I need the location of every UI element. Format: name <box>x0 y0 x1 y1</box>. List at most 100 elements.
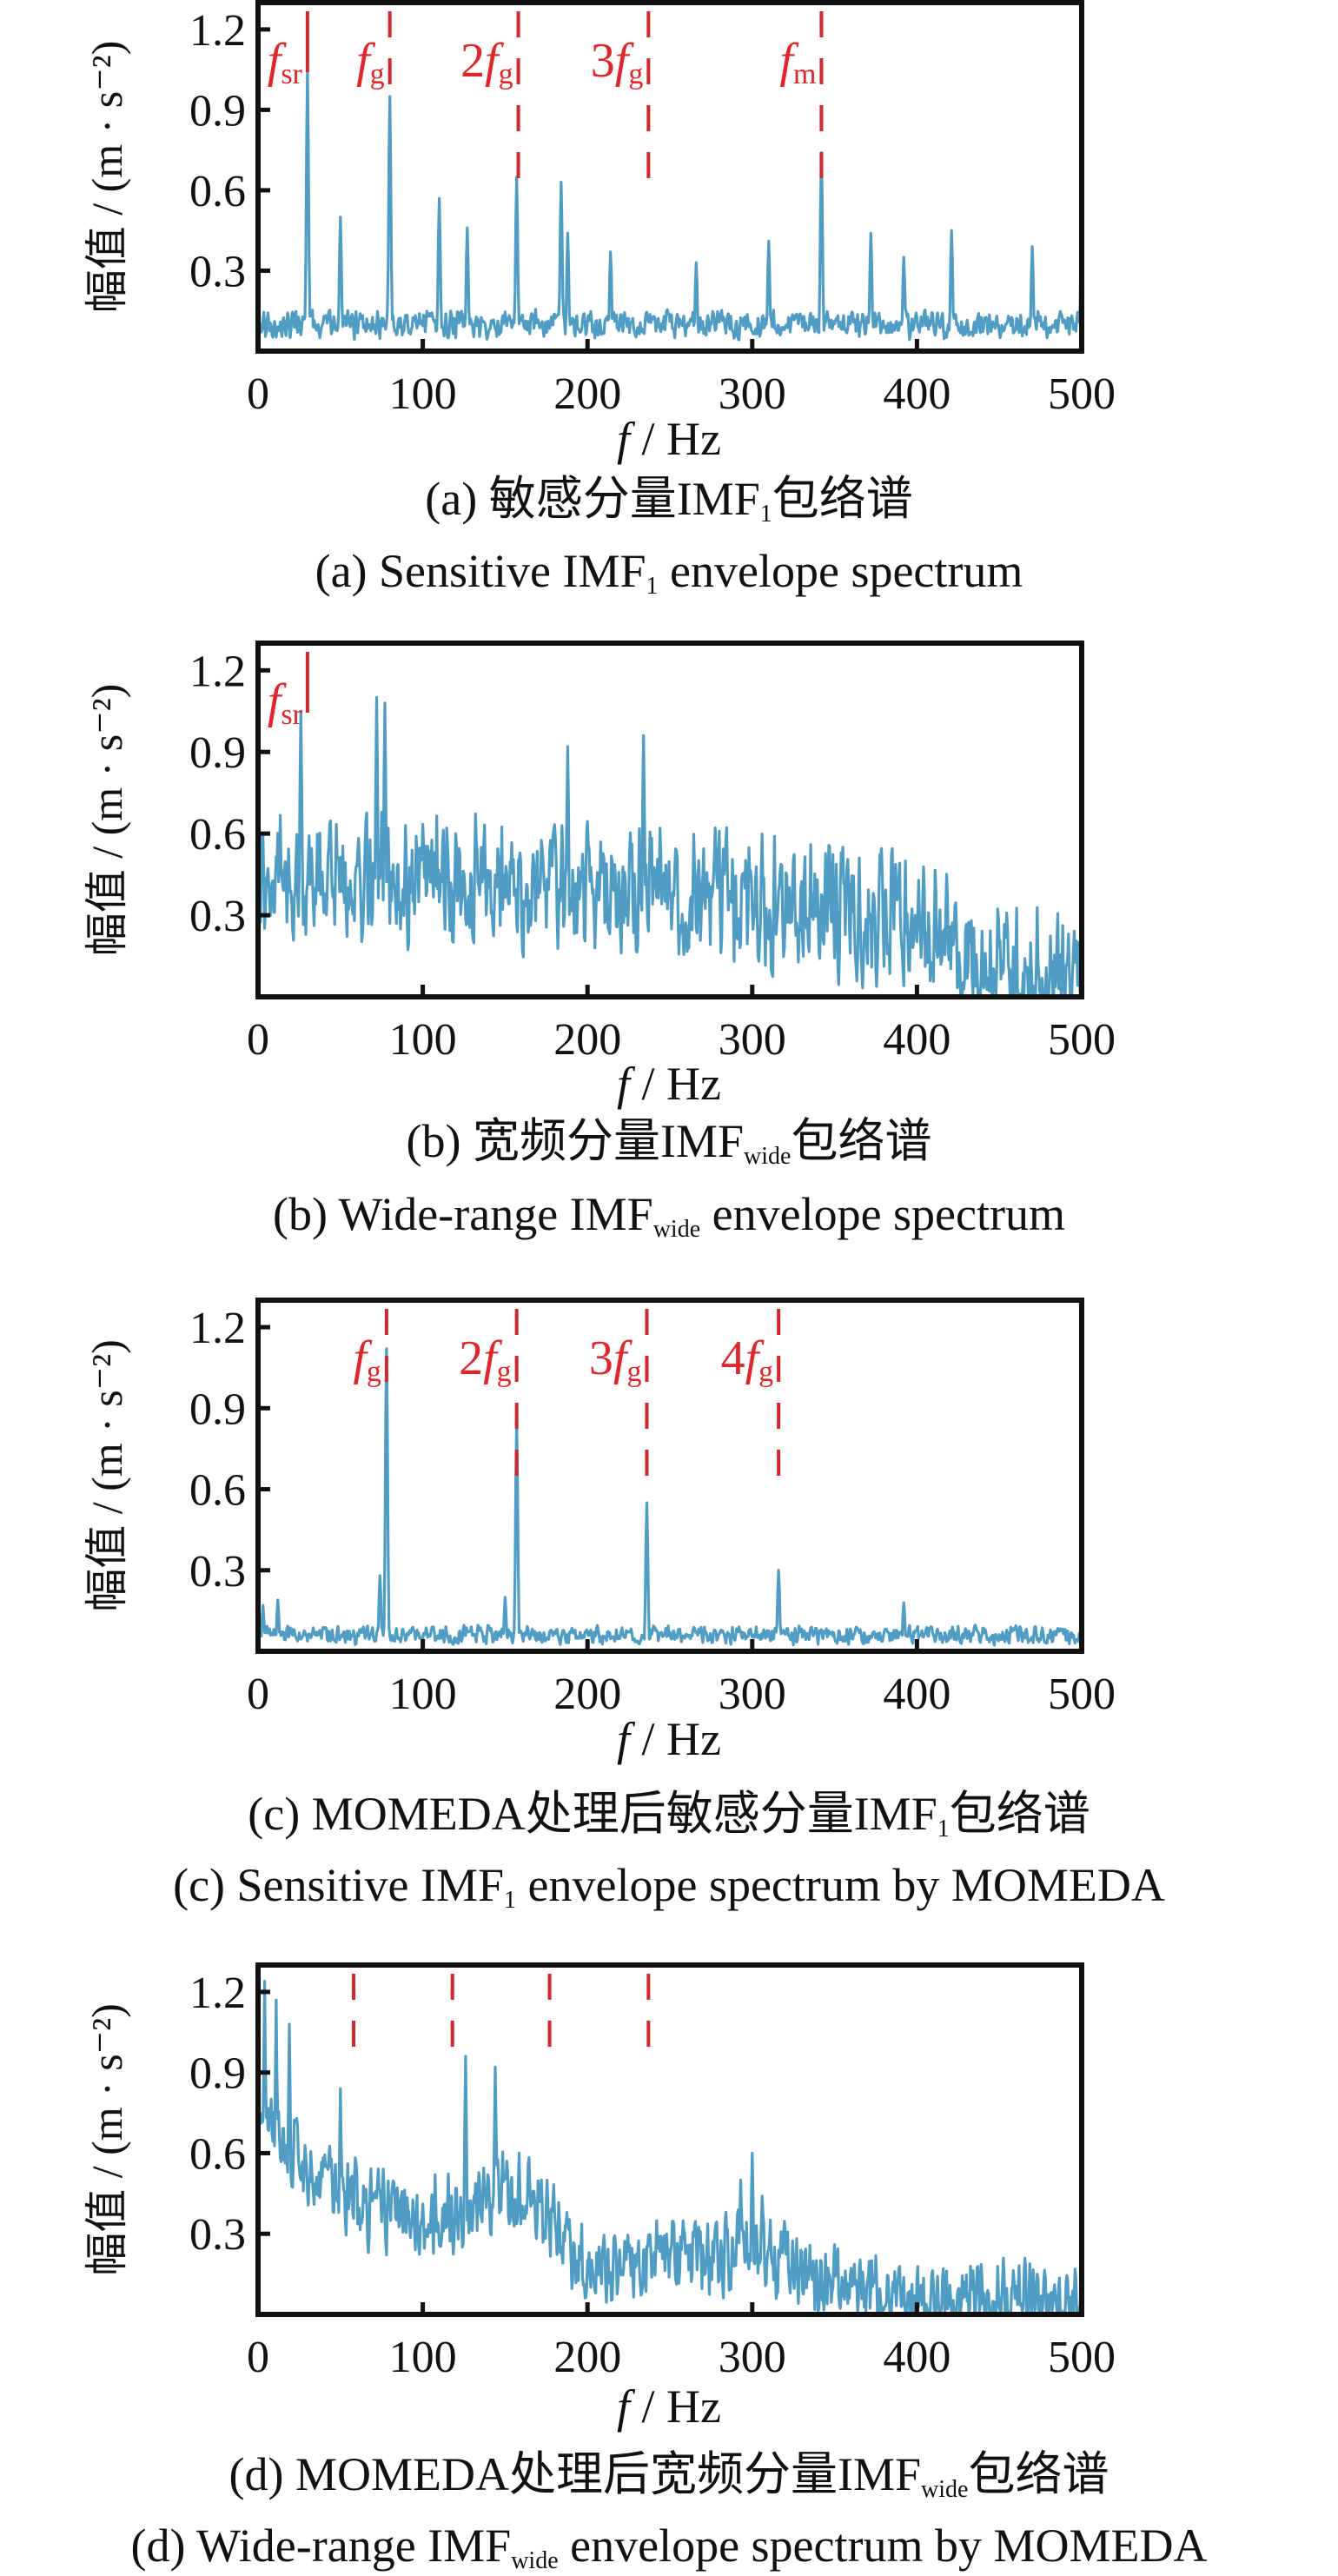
x-tick-label: 100 <box>389 2333 457 2382</box>
plot-frame <box>255 0 1084 354</box>
caption-text: envelope spectrum <box>658 545 1023 597</box>
x-axis-label: f / Hz <box>0 415 1338 462</box>
x-tick-label: 300 <box>719 369 786 419</box>
y-tick-label: 0.9 <box>189 728 246 778</box>
panel-b: fsr 0.3 0.6 0.9 1.2 0 100 200 300 400 500 幅值 / (m ·… <box>0 626 1338 1286</box>
signal-line <box>256 1347 1083 1647</box>
harmonic-label: 3fg <box>589 1331 642 1388</box>
caption-text: (a) 敏感分量IMF <box>425 473 760 525</box>
x-tick-label: 0 <box>247 2333 269 2382</box>
y-tick-label: 1.2 <box>189 1304 246 1353</box>
caption-text: 包络谱 <box>772 473 913 525</box>
caption-en-c: (c) Sensitive IMF1 envelope spectrum by … <box>0 1862 1338 1913</box>
caption-text: 包络谱 <box>791 1115 932 1167</box>
plot-frame <box>255 1298 1084 1654</box>
x-axis-var: f <box>617 413 631 465</box>
y-axis-label: 幅值 / (m · s⁻²) <box>83 41 131 314</box>
x-tick-label: 200 <box>553 369 621 419</box>
x-tick-label: 500 <box>1048 1015 1116 1065</box>
x-tick-label: 200 <box>553 2333 621 2382</box>
x-tick-label: 500 <box>1048 369 1116 419</box>
caption-text: 包络谱 <box>968 2448 1109 2500</box>
harmonic-label: fg <box>356 34 385 90</box>
x-axis-unit: / Hz <box>630 413 721 465</box>
caption-text: (d) MOMEDA处理后宽频分量IMF <box>229 2448 922 2500</box>
x-tick-label: 500 <box>1048 2333 1116 2382</box>
y-axis-label: 幅值 / (m · s⁻²) <box>83 2003 131 2276</box>
chart-c: fg 2fg 3fg 4fg 0.3 0.6 0.9 1.2 0 100 200 300 400 500 幅… <box>83 1298 1116 1719</box>
plot-frame <box>255 641 1084 999</box>
caption-text: 包络谱 <box>949 1788 1090 1840</box>
caption-cn-c: (c) MOMEDA处理后敏感分量IMF1包络谱 <box>0 1790 1338 1842</box>
caption-text: envelope spectrum by MOMEDA <box>558 2520 1208 2572</box>
y-tick-label: 0.9 <box>189 2049 246 2099</box>
caption-cn-b: (b) 宽频分量IMFwide包络谱 <box>0 1118 1338 1169</box>
x-tick-label: 400 <box>883 2333 951 2382</box>
caption-en-b: (b) Wide-range IMFwide envelope spectrum <box>0 1191 1338 1242</box>
signal-line <box>256 68 1083 342</box>
x-tick-label: 100 <box>389 1670 457 1719</box>
x-tick-label: 500 <box>1048 1670 1116 1719</box>
x-tick-label: 0 <box>247 369 269 419</box>
chart-b: fsr 0.3 0.6 0.9 1.2 0 100 200 300 400 500 幅值 / (m ·… <box>83 641 1116 1065</box>
x-axis-unit: / Hz <box>630 2380 721 2433</box>
panel-d: 0.3 0.6 0.9 1.2 0 100 200 300 400 500 幅值 / (m · s⁻… <box>0 1929 1338 2576</box>
caption-en-d: (d) Wide-range IMFwide envelope spectrum… <box>0 2522 1338 2573</box>
x-axis-label: f / Hz <box>0 1716 1338 1763</box>
x-tick-label: 100 <box>389 369 457 419</box>
caption-subscript: 1 <box>937 1816 950 1842</box>
panel-a: fsr fg 2fg 3fg fm 0.3 0.6 0.9 1.2 0 100 200 300 400 50… <box>0 0 1338 634</box>
harmonic-label: fg <box>353 1331 381 1388</box>
harmonic-label: 2fg <box>459 1331 512 1388</box>
y-tick-label: 0.3 <box>189 1547 246 1597</box>
caption-text: envelope spectrum by MOMEDA <box>516 1859 1165 1911</box>
caption-subscript: 1 <box>759 501 772 528</box>
x-axis-unit: / Hz <box>630 1713 721 1765</box>
y-tick-label: 1.2 <box>189 6 246 56</box>
x-axis-label: f / Hz <box>0 2383 1338 2430</box>
x-tick-label: 0 <box>247 1015 269 1065</box>
x-axis-var: f <box>617 2380 631 2433</box>
caption-text: (b) 宽频分量IMF <box>406 1115 745 1167</box>
caption-subscript: wide <box>652 1216 701 1243</box>
y-tick-label: 1.2 <box>189 647 246 696</box>
caption-cn-a: (a) 敏感分量IMF1包络谱 <box>0 475 1338 527</box>
x-tick-label: 400 <box>883 1015 951 1065</box>
y-tick-label: 0.9 <box>189 86 246 136</box>
x-axis-unit: / Hz <box>630 1058 721 1110</box>
y-tick-label: 1.2 <box>189 1969 246 2018</box>
x-axis-label: f / Hz <box>0 1060 1338 1107</box>
x-axis-var: f <box>617 1713 631 1765</box>
caption-subscript: 1 <box>504 1887 517 1914</box>
y-tick-label: 0.6 <box>189 167 246 216</box>
x-axis-var: f <box>617 1058 631 1110</box>
x-tick-label: 300 <box>719 1015 786 1065</box>
y-tick-label: 0.6 <box>189 1466 246 1516</box>
harmonic-label: fm <box>779 34 816 90</box>
caption-text: envelope spectrum <box>700 1188 1065 1240</box>
caption-text: (c) Sensitive IMF <box>173 1859 505 1911</box>
y-tick-label: 0.3 <box>189 892 246 941</box>
x-tick-label: 400 <box>883 369 951 419</box>
caption-subscript: wide <box>744 1143 792 1170</box>
caption-cn-d: (d) MOMEDA处理后宽频分量IMFwide包络谱 <box>0 2451 1338 2502</box>
caption-en-a: (a) Sensitive IMF1 envelope spectrum <box>0 548 1338 599</box>
x-tick-label: 100 <box>389 1015 457 1065</box>
signal-line <box>256 696 1083 996</box>
y-axis-label: 幅值 / (m · s⁻²) <box>83 684 131 957</box>
x-tick-label: 200 <box>553 1670 621 1719</box>
harmonic-label: fsr <box>268 674 303 731</box>
harmonic-label: 3fg <box>591 34 644 90</box>
caption-subscript: 1 <box>646 573 659 600</box>
caption-subscript: wide <box>921 2476 969 2503</box>
y-tick-label: 0.6 <box>189 2129 246 2179</box>
caption-text: (d) Wide-range IMF <box>130 2520 512 2572</box>
chart-d: 0.3 0.6 0.9 1.2 0 100 200 300 400 500 幅值 / (m · s⁻… <box>83 1962 1116 2382</box>
x-tick-label: 400 <box>883 1670 951 1719</box>
y-tick-label: 0.3 <box>189 247 246 296</box>
plot-frame <box>255 1962 1084 2317</box>
x-tick-label: 300 <box>719 1670 786 1719</box>
caption-subscript: wide <box>511 2547 559 2574</box>
x-tick-label: 0 <box>247 1670 269 1719</box>
x-tick-label: 300 <box>719 2333 786 2382</box>
